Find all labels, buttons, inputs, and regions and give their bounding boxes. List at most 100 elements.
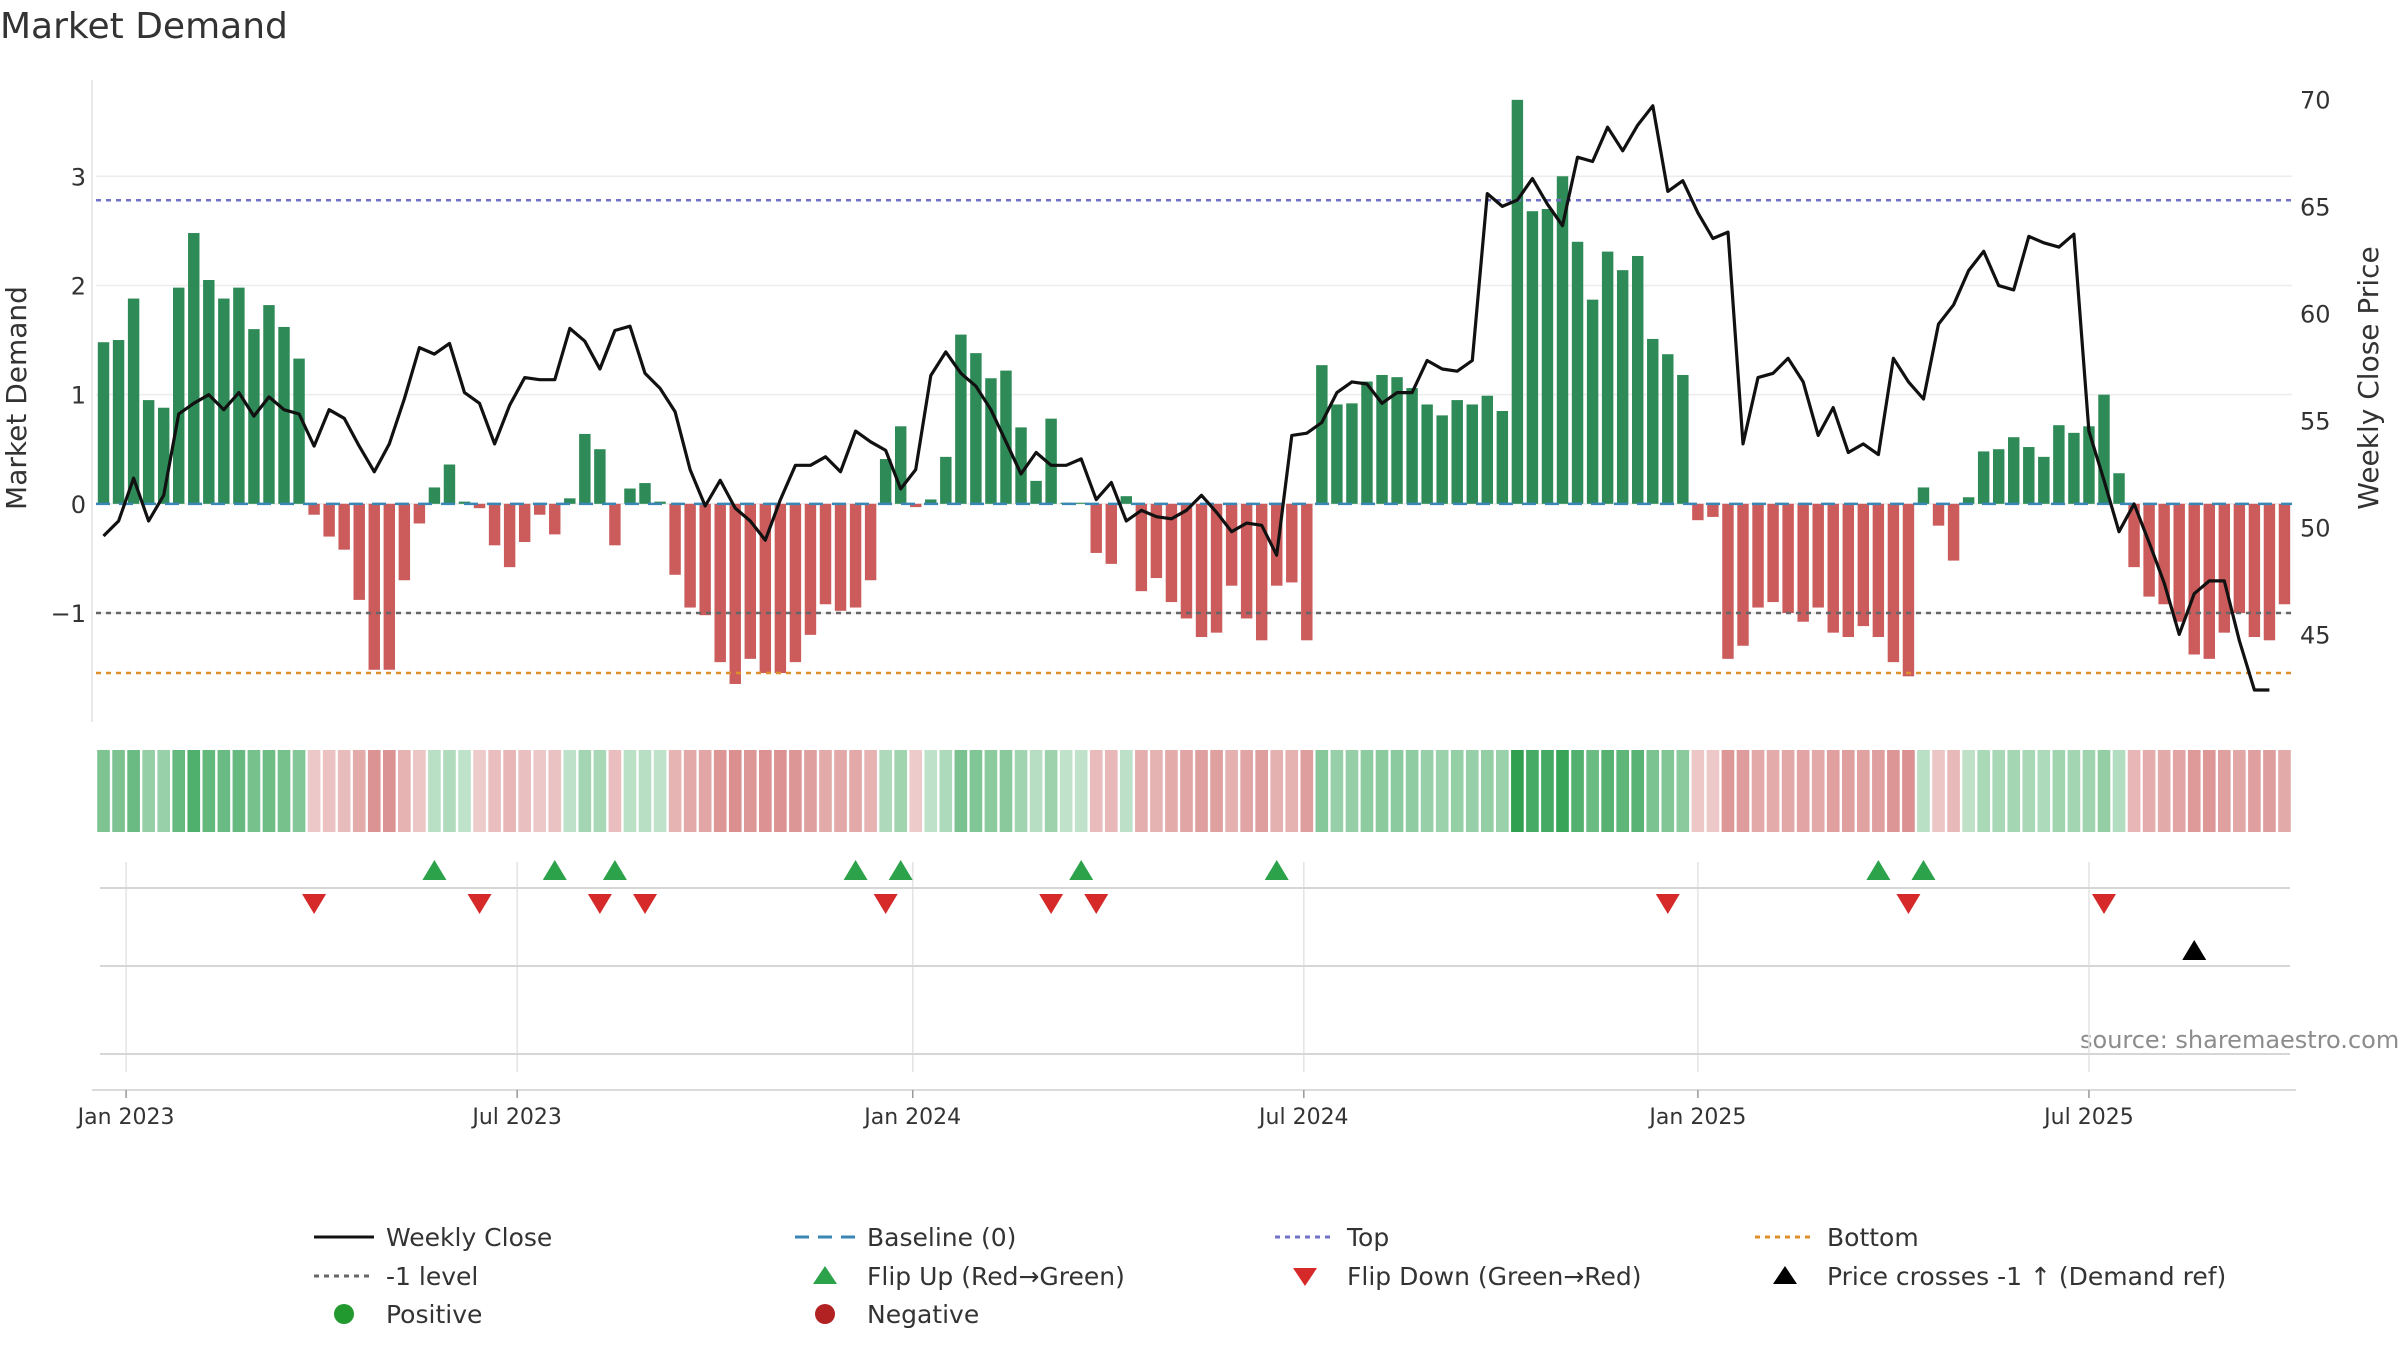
legend-item-1: Baseline (0) <box>795 1223 1016 1252</box>
heat-cell <box>157 750 171 832</box>
demand-bar <box>1286 503 1298 583</box>
demand-bar <box>1812 503 1824 608</box>
demand-bar <box>2068 432 2080 504</box>
heat-cell <box>1511 750 1524 832</box>
demand-bar <box>684 503 696 608</box>
flip-up-marker <box>422 860 447 880</box>
demand-bar <box>879 459 892 504</box>
heat-cell <box>1135 750 1148 832</box>
legend-item-4: -1 level <box>314 1262 478 1291</box>
heat-cell <box>698 750 712 832</box>
heat-cell <box>1450 750 1464 832</box>
flip-up-marker <box>1069 860 1094 880</box>
demand-bar <box>338 503 350 550</box>
heat-cell <box>172 750 186 832</box>
demand-bar <box>1225 503 1238 586</box>
heat-cell <box>1150 750 1163 832</box>
heat-cell <box>2263 750 2276 832</box>
heat-cell <box>352 750 366 832</box>
flip-up-marker <box>1866 860 1891 880</box>
demand-bar <box>127 298 140 504</box>
demand-bar <box>2188 503 2200 655</box>
heat-cell <box>1195 750 1208 832</box>
heat-cell <box>1857 750 1870 832</box>
heat-cell <box>112 750 125 832</box>
reference-lines <box>96 199 2292 675</box>
heat-cell <box>1781 750 1795 832</box>
heat-cell <box>1917 750 1930 832</box>
demand-bar <box>1992 449 2005 504</box>
heat-cell <box>1405 750 1419 832</box>
demand-bar <box>293 358 305 504</box>
demand-bar <box>1692 503 1704 521</box>
demand-bar <box>2173 503 2185 622</box>
heat-cell <box>1119 750 1133 832</box>
grid-layer <box>96 175 2292 1072</box>
legend-swatch <box>813 1266 837 1284</box>
heat-cell <box>2157 750 2171 832</box>
flip-up-marker <box>542 860 567 880</box>
demand-bar <box>699 503 711 616</box>
demand-bar <box>714 503 726 663</box>
heat-cell <box>277 750 291 832</box>
heat-cell <box>428 750 441 832</box>
heat-cell <box>1721 750 1735 832</box>
heat-cell <box>443 750 456 832</box>
demand-bar <box>2158 503 2170 605</box>
demand-bar <box>1767 503 1779 603</box>
legend-label: -1 level <box>386 1262 478 1291</box>
demand-bar <box>1436 415 1448 504</box>
heat-cell <box>1270 750 1284 832</box>
legend-item-7: Price crosses -1 ↑ (Demand ref) <box>1773 1262 2226 1291</box>
heat-cell <box>1872 750 1885 832</box>
heat-cell <box>1089 750 1103 832</box>
demand-bar <box>1135 503 1148 592</box>
flip-down-marker <box>1084 894 1109 914</box>
x-tick-label: Jul 2025 <box>2042 1105 2134 1130</box>
heat-cell <box>1766 750 1780 832</box>
heat-cell <box>1104 750 1118 832</box>
heat-cell <box>1826 750 1840 832</box>
legend-item-3: Bottom <box>1755 1223 1919 1252</box>
demand-bar <box>1511 99 1524 504</box>
demand-bar <box>624 488 636 504</box>
demand-bar <box>2218 503 2231 633</box>
weekly-close-line <box>102 104 2270 692</box>
heat-cell <box>2172 750 2186 832</box>
demand-bar <box>518 503 531 543</box>
demand-bar <box>1782 503 1794 613</box>
heat-cell <box>984 750 998 832</box>
demand-bar <box>413 503 426 524</box>
heat-cell <box>548 750 562 832</box>
legend-swatch <box>334 1304 354 1324</box>
demand-bar <box>2008 437 2020 504</box>
demand-bar <box>1677 374 1689 504</box>
heat-cell <box>1736 750 1750 832</box>
demand-bar <box>1481 395 1494 504</box>
legend-label: Bottom <box>1827 1223 1919 1252</box>
demand-bar <box>1105 503 1117 564</box>
heat-cell <box>834 750 847 832</box>
y-tick-label: −1 <box>51 600 86 628</box>
heat-cell <box>1390 750 1404 832</box>
heat-cell <box>2278 750 2291 832</box>
heat-cell <box>1300 750 1314 832</box>
heat-cell <box>1751 750 1765 832</box>
heat-cell <box>1841 750 1855 832</box>
heat-cell <box>954 750 968 832</box>
legend-item-0: Weekly Close <box>314 1223 552 1252</box>
heat-cell <box>1044 750 1058 832</box>
demand-bar <box>940 456 952 504</box>
heat-cell <box>2007 750 2021 832</box>
heat-cell <box>1240 750 1253 832</box>
demand-bar <box>955 334 967 504</box>
legend-label: Negative <box>867 1300 979 1329</box>
heat-cell <box>879 750 892 832</box>
demand-bar <box>218 298 230 504</box>
heat-cell <box>322 750 336 832</box>
demand-bar <box>1195 503 1208 638</box>
heat-cell <box>789 750 802 832</box>
demand-bar <box>1451 400 1463 504</box>
demand-bar <box>1902 503 1915 677</box>
heat-cell <box>1526 750 1539 832</box>
